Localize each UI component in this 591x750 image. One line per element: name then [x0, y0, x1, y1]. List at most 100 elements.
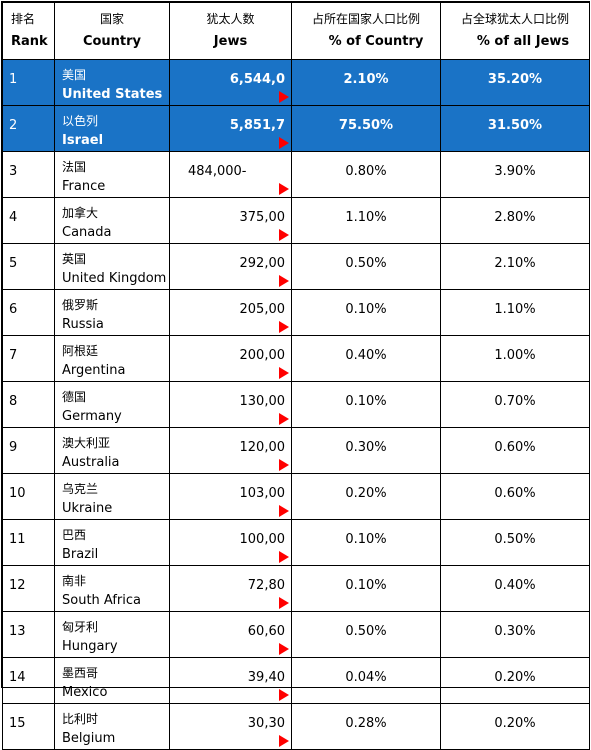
pct-country-value: 0.10%	[345, 394, 387, 409]
jews-cell: 30,30	[169, 703, 292, 750]
pct-all-value: 31.50%	[487, 118, 543, 133]
expand-arrow-icon[interactable]	[279, 91, 289, 103]
expand-arrow-icon[interactable]	[279, 229, 289, 241]
expand-arrow-icon[interactable]	[279, 643, 289, 655]
expand-arrow-icon[interactable]	[279, 321, 289, 333]
table-row[interactable]: 14 墨西哥 Mexico 39,40 0.04% 0.20%	[2, 657, 590, 704]
table-row[interactable]: 1 美国 United States 6,544,0 2.10% 35.20%	[2, 59, 590, 106]
pct-all-value: 0.60%	[494, 486, 536, 501]
expand-arrow-icon[interactable]	[279, 505, 289, 517]
rank-cell: 15	[2, 703, 55, 750]
rank-cell: 6	[2, 289, 55, 336]
jews-cell: 130,00	[169, 381, 292, 428]
table-row[interactable]: 10 乌克兰 Ukraine 103,00 0.20% 0.60%	[2, 473, 590, 520]
jews-value: 292,00	[239, 256, 286, 271]
country-name-en: Russia	[62, 317, 104, 332]
country-name-en: South Africa	[62, 593, 141, 608]
country-name-en: Mexico	[62, 685, 108, 700]
pct-all-value: 1.00%	[494, 348, 536, 363]
rank-value: 5	[9, 256, 18, 271]
rank-cell: 4	[2, 197, 55, 244]
table-row[interactable]: 2 以色列 Israel 5,851,7 75.50% 31.50%	[2, 105, 590, 152]
country-name-en: Israel	[62, 133, 104, 148]
header-pct-all-en: % of all Jews	[476, 34, 570, 49]
jews-cell: 103,00	[169, 473, 292, 520]
table-row[interactable]: 7 阿根廷 Argentina 200,00 0.40% 1.00%	[2, 335, 590, 382]
jews-cell: 72,80	[169, 565, 292, 612]
jews-cell: 6,544,0	[169, 59, 292, 106]
jews-cell: 60,60	[169, 611, 292, 658]
table-row[interactable]: 13 匈牙利 Hungary 60,60 0.50% 0.30%	[2, 611, 590, 658]
table-row[interactable]: 15 比利时 Belgium 30,30 0.28% 0.20%	[2, 703, 590, 750]
table-row[interactable]: 3 法国 France 484,000- 0.80% 3.90%	[2, 151, 590, 198]
rank-value: 6	[9, 302, 18, 317]
expand-arrow-icon[interactable]	[279, 459, 289, 471]
table-row[interactable]: 8 德国 Germany 130,00 0.10% 0.70%	[2, 381, 590, 428]
country-cell: 法国 France	[54, 151, 170, 198]
table-row[interactable]: 4 加拿大 Canada 375,00 1.10% 2.80%	[2, 197, 590, 244]
jews-cell: 484,000-	[169, 151, 292, 198]
country-name-en: Canada	[62, 225, 112, 240]
table-row[interactable]: 12 南非 South Africa 72,80 0.10% 0.40%	[2, 565, 590, 612]
pct-all-cell: 0.20%	[440, 657, 590, 704]
pct-country-cell: 2.10%	[291, 59, 441, 106]
pct-country-cell: 0.10%	[291, 381, 441, 428]
country-cell: 乌克兰 Ukraine	[54, 473, 170, 520]
expand-arrow-icon[interactable]	[279, 551, 289, 563]
expand-arrow-icon[interactable]	[279, 137, 289, 149]
country-name-cn: 澳大利亚	[62, 436, 111, 450]
rank-value: 4	[9, 210, 18, 225]
rank-cell: 11	[2, 519, 55, 566]
jews-cell: 100,00	[169, 519, 292, 566]
pct-country-cell: 0.10%	[291, 565, 441, 612]
table-body: 1 美国 United States 6,544,0 2.10% 35.20% 2 以色列 Is…	[2, 59, 590, 750]
table-row[interactable]: 5 英国 United Kingdom 292,00 0.50% 2.10%	[2, 243, 590, 290]
pct-all-cell: 0.30%	[440, 611, 590, 658]
country-name-cn: 南非	[62, 574, 87, 588]
pct-country-value: 0.20%	[345, 486, 387, 501]
header-jews-en: Jews	[213, 34, 248, 49]
pct-all-value: 35.20%	[487, 72, 543, 87]
expand-arrow-icon[interactable]	[279, 735, 289, 747]
header-pct-country-en: % of Country	[328, 34, 424, 49]
rank-cell: 5	[2, 243, 55, 290]
table-row[interactable]: 9 澳大利亚 Australia 120,00 0.30% 0.60%	[2, 427, 590, 474]
country-cell: 澳大利亚 Australia	[54, 427, 170, 474]
pct-country-value: 0.50%	[345, 256, 387, 271]
pct-country-value: 0.80%	[345, 164, 387, 179]
header-pct-country: 占所在国家人口比例 % of Country	[291, 2, 441, 60]
pct-all-cell: 0.60%	[440, 427, 590, 474]
header-country-cn: 国家	[99, 12, 124, 26]
country-name-en: Hungary	[62, 639, 118, 654]
expand-arrow-icon[interactable]	[279, 183, 289, 195]
pct-all-value: 0.70%	[494, 394, 536, 409]
header-jews: 犹太人数 Jews	[169, 2, 292, 60]
pct-country-value: 2.10%	[343, 72, 389, 87]
rank-value: 14	[9, 670, 26, 685]
expand-arrow-icon[interactable]	[279, 689, 289, 701]
jews-value: 39,40	[247, 670, 285, 685]
country-cell: 匈牙利 Hungary	[54, 611, 170, 658]
country-name-en: United States	[62, 87, 163, 102]
header-rank-cn: 排名	[11, 12, 36, 26]
pct-all-value: 0.40%	[494, 578, 536, 593]
country-name-cn: 乌克兰	[62, 482, 99, 496]
rank-cell: 9	[2, 427, 55, 474]
table-row[interactable]: 11 巴西 Brazil 100,00 0.10% 0.50%	[2, 519, 590, 566]
rank-cell: 3	[2, 151, 55, 198]
jews-value: 60,60	[247, 624, 285, 639]
expand-arrow-icon[interactable]	[279, 275, 289, 287]
rank-value: 12	[9, 578, 26, 593]
pct-all-cell: 1.10%	[440, 289, 590, 336]
pct-all-value: 0.50%	[494, 532, 536, 547]
expand-arrow-icon[interactable]	[279, 597, 289, 609]
expand-arrow-icon[interactable]	[279, 413, 289, 425]
table-row[interactable]: 6 俄罗斯 Russia 205,00 0.10% 1.10%	[2, 289, 590, 336]
jews-cell: 39,40	[169, 657, 292, 704]
jews-value: 200,00	[239, 348, 286, 363]
header-pct-all: 占全球犹太人口比例 % of all Jews	[440, 2, 590, 60]
expand-arrow-icon[interactable]	[279, 367, 289, 379]
pct-all-value: 1.10%	[494, 302, 536, 317]
